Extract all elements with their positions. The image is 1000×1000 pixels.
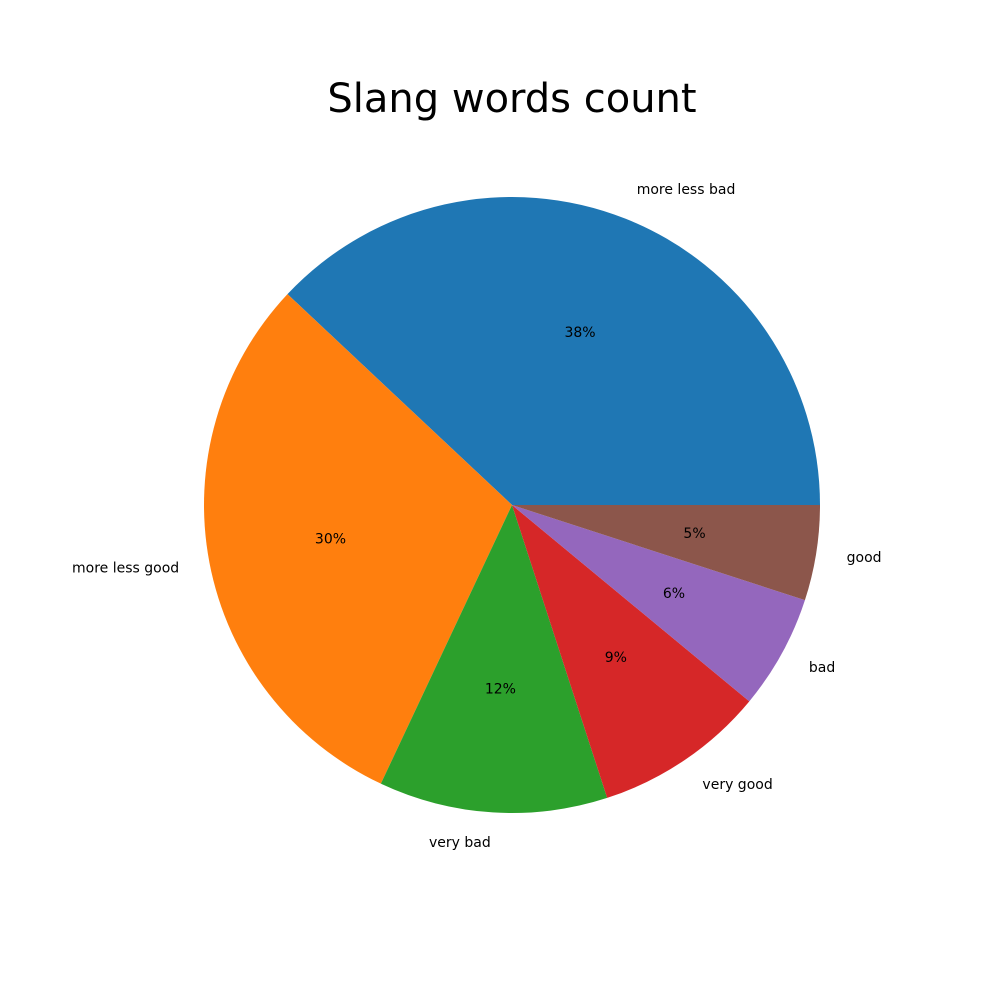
pie-slices: [204, 197, 821, 813]
pie-slice-very-bad: [380, 505, 608, 813]
slice-label: very good: [702, 777, 772, 793]
pie-slice-more-less-bad: [287, 197, 820, 505]
pie-slice-bad: [512, 505, 805, 702]
slice-percent-label: 38%: [564, 325, 595, 341]
slice-label: good: [847, 550, 882, 566]
pie-slice-very-good: [512, 505, 750, 798]
pie-slice-more-less-good: [204, 294, 512, 784]
slice-label: bad: [809, 660, 835, 676]
pie-labels: more less bad 38% more less good 30% very ba…: [72, 182, 882, 851]
slice-percent-label: 30%: [315, 532, 346, 548]
slice-percent-label: 6%: [663, 586, 685, 602]
slice-label: very bad: [429, 835, 491, 851]
slice-percent-label: 9%: [605, 650, 627, 666]
pie-slice-good: [512, 505, 821, 601]
slice-percent-label: 5%: [683, 526, 705, 542]
slice-percent-label: 12%: [485, 681, 516, 697]
slice-label: more less bad: [637, 182, 736, 198]
slice-label: more less good: [72, 560, 179, 576]
chart-title: Slang words count: [327, 76, 696, 122]
